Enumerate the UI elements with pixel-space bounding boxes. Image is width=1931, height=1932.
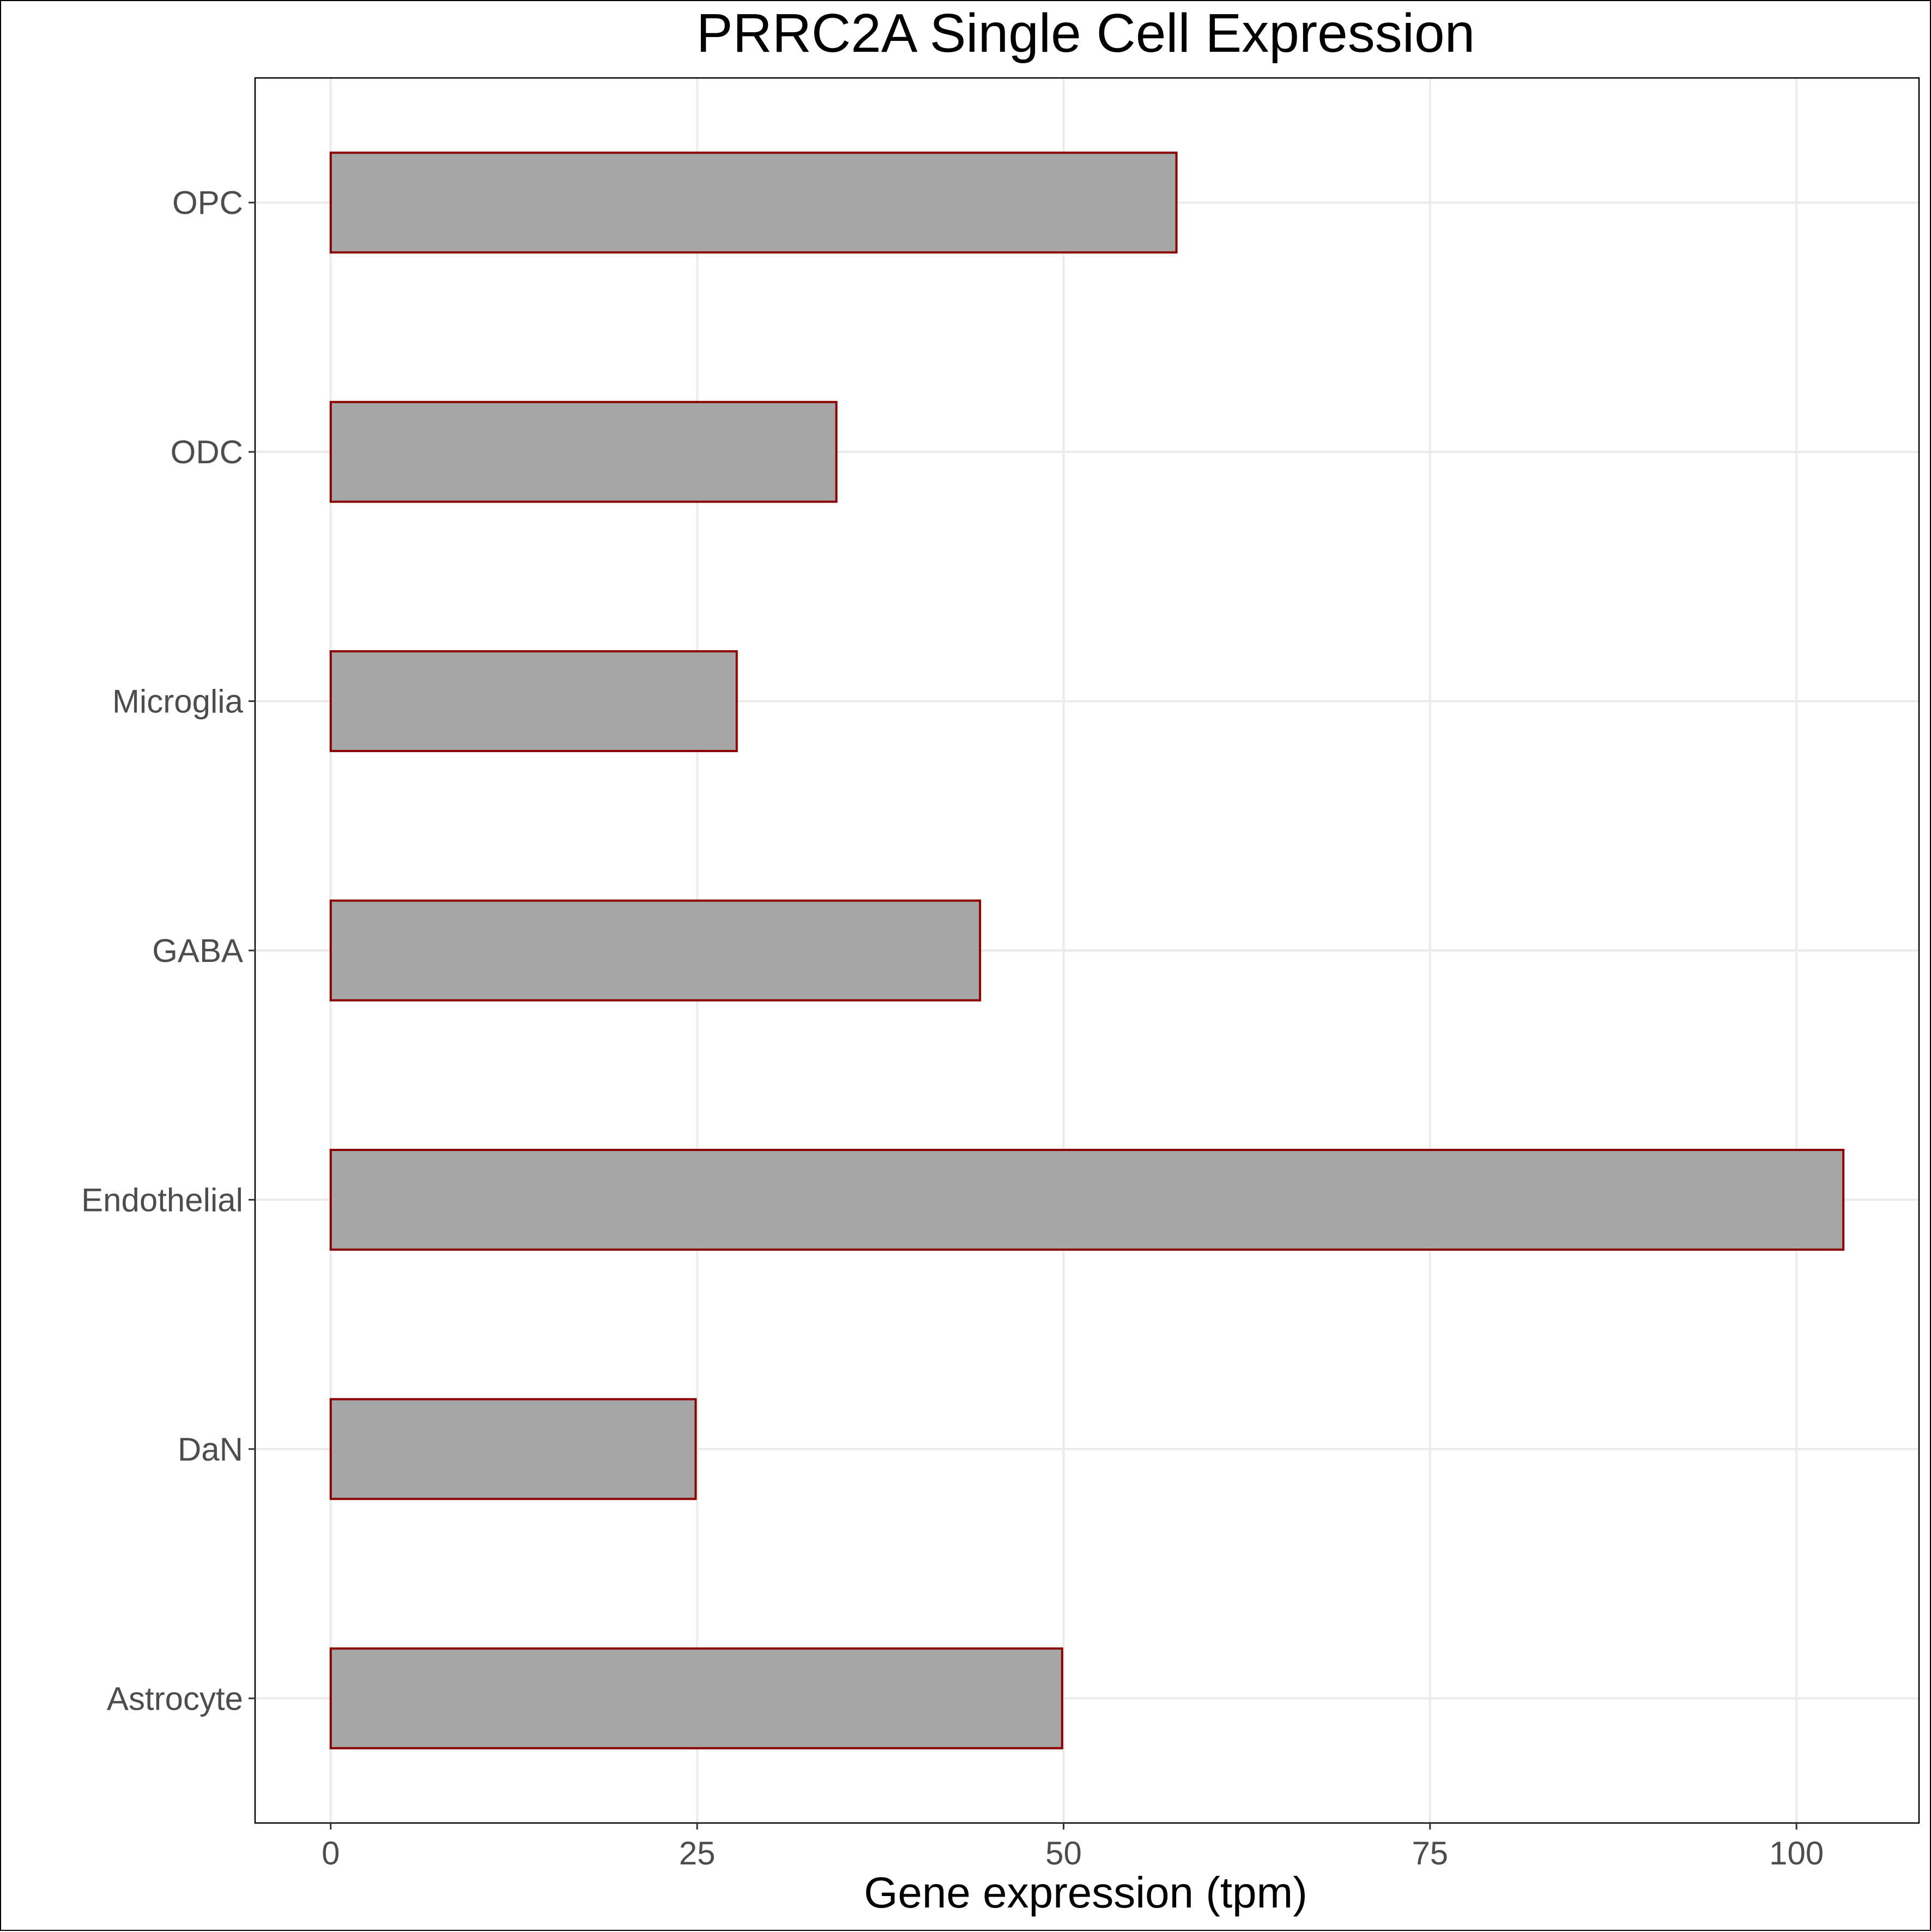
- bar-opc: [329, 152, 1178, 254]
- bar-microglia: [329, 650, 738, 753]
- y-tick-label: Endothelial: [81, 1182, 243, 1218]
- x-axis-tick-labels: 0 25 50 75 100: [322, 1823, 1824, 1872]
- x-tick-label: 50: [1045, 1835, 1082, 1872]
- y-tick-label: ODC: [171, 434, 243, 470]
- y-tick-label: GABA: [152, 932, 243, 969]
- x-tick-label: 75: [1412, 1835, 1448, 1872]
- bar-endothelial: [329, 1148, 1845, 1251]
- bar-astrocyte: [329, 1647, 1063, 1749]
- y-tick-label: DaN: [178, 1431, 243, 1468]
- bars: [329, 152, 1845, 1749]
- bar-gaba: [329, 899, 982, 1002]
- y-axis-tick-labels: Astrocyte DaN Endothelial GABA Microglia ODC O…: [81, 185, 255, 1717]
- chart-title: PRRC2A Single Cell Expression: [697, 3, 1475, 64]
- y-tick-label: OPC: [172, 185, 243, 221]
- x-tick-label: 0: [322, 1835, 340, 1872]
- bar-dan: [329, 1398, 697, 1500]
- x-tick-label: 100: [1769, 1835, 1824, 1872]
- x-tick-label: 25: [679, 1835, 716, 1872]
- y-tick-label: Microglia: [112, 683, 244, 720]
- y-tick-label: Astrocyte: [107, 1680, 243, 1717]
- x-axis-title: Gene expression (tpm): [864, 1868, 1307, 1917]
- bar-odc: [329, 401, 838, 503]
